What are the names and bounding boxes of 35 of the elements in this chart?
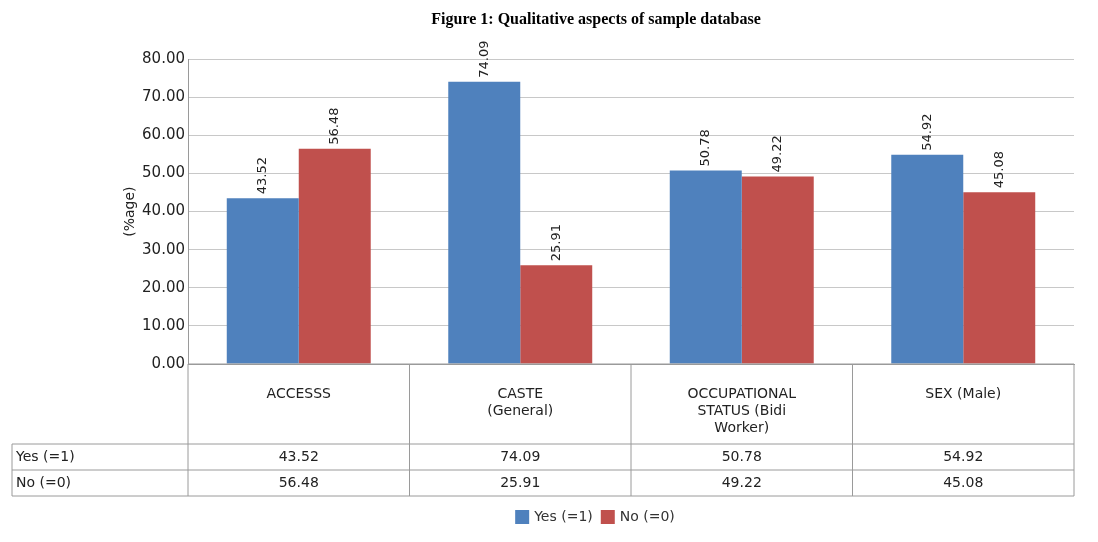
x-tick-label: SEX (Male) [925,385,1002,402]
text: 25.91 [500,473,541,490]
data-label: 43.52 [254,156,270,195]
y-tick-label: 40.00 [142,201,185,220]
y-tick-label: 0.00 [151,353,185,372]
legend-label: No (=0) [619,507,675,524]
legend-label: Yes (=1) [533,507,593,524]
y-tick-label: 30.00 [142,239,185,258]
y-tick-label: 80.00 [142,49,185,68]
text: 74.09 [500,447,541,464]
text: 45.08 [943,473,984,490]
y-tick-label: 60.00 [142,125,185,144]
data-label: 49.22 [769,135,785,173]
y-tick-label: 20.00 [142,277,185,296]
text: 43.52 [278,447,319,464]
y-tick-label: 50.00 [142,163,185,182]
data-label: 50.78 [697,129,713,167]
data-label: 56.48 [326,107,342,145]
data-label: 54.92 [918,113,934,151]
text: 49.22 [721,473,762,490]
data-label: 74.09 [475,40,491,78]
text: No (=0) [16,473,72,490]
text: Yes (=1) [16,447,75,464]
y-tick-label: 70.00 [142,87,185,106]
x-tick-label: OCCUPATIONAL STATUS (Bidi Worker) [687,385,797,435]
x-tick-label: CASTE (General) [487,385,554,418]
text: 56.48 [278,473,319,490]
text: 54.92 [943,447,984,464]
y-tick-label: 10.00 [142,315,185,334]
chart-title: Figure 1: Qualitative aspects of sample database [431,9,761,28]
data-label: 45.08 [990,151,1006,189]
y-axis-title: (%age) [121,186,138,237]
text: 50.78 [721,447,762,464]
x-tick-label: ACCESSS [266,385,332,402]
data-label: 25.91 [547,224,563,262]
